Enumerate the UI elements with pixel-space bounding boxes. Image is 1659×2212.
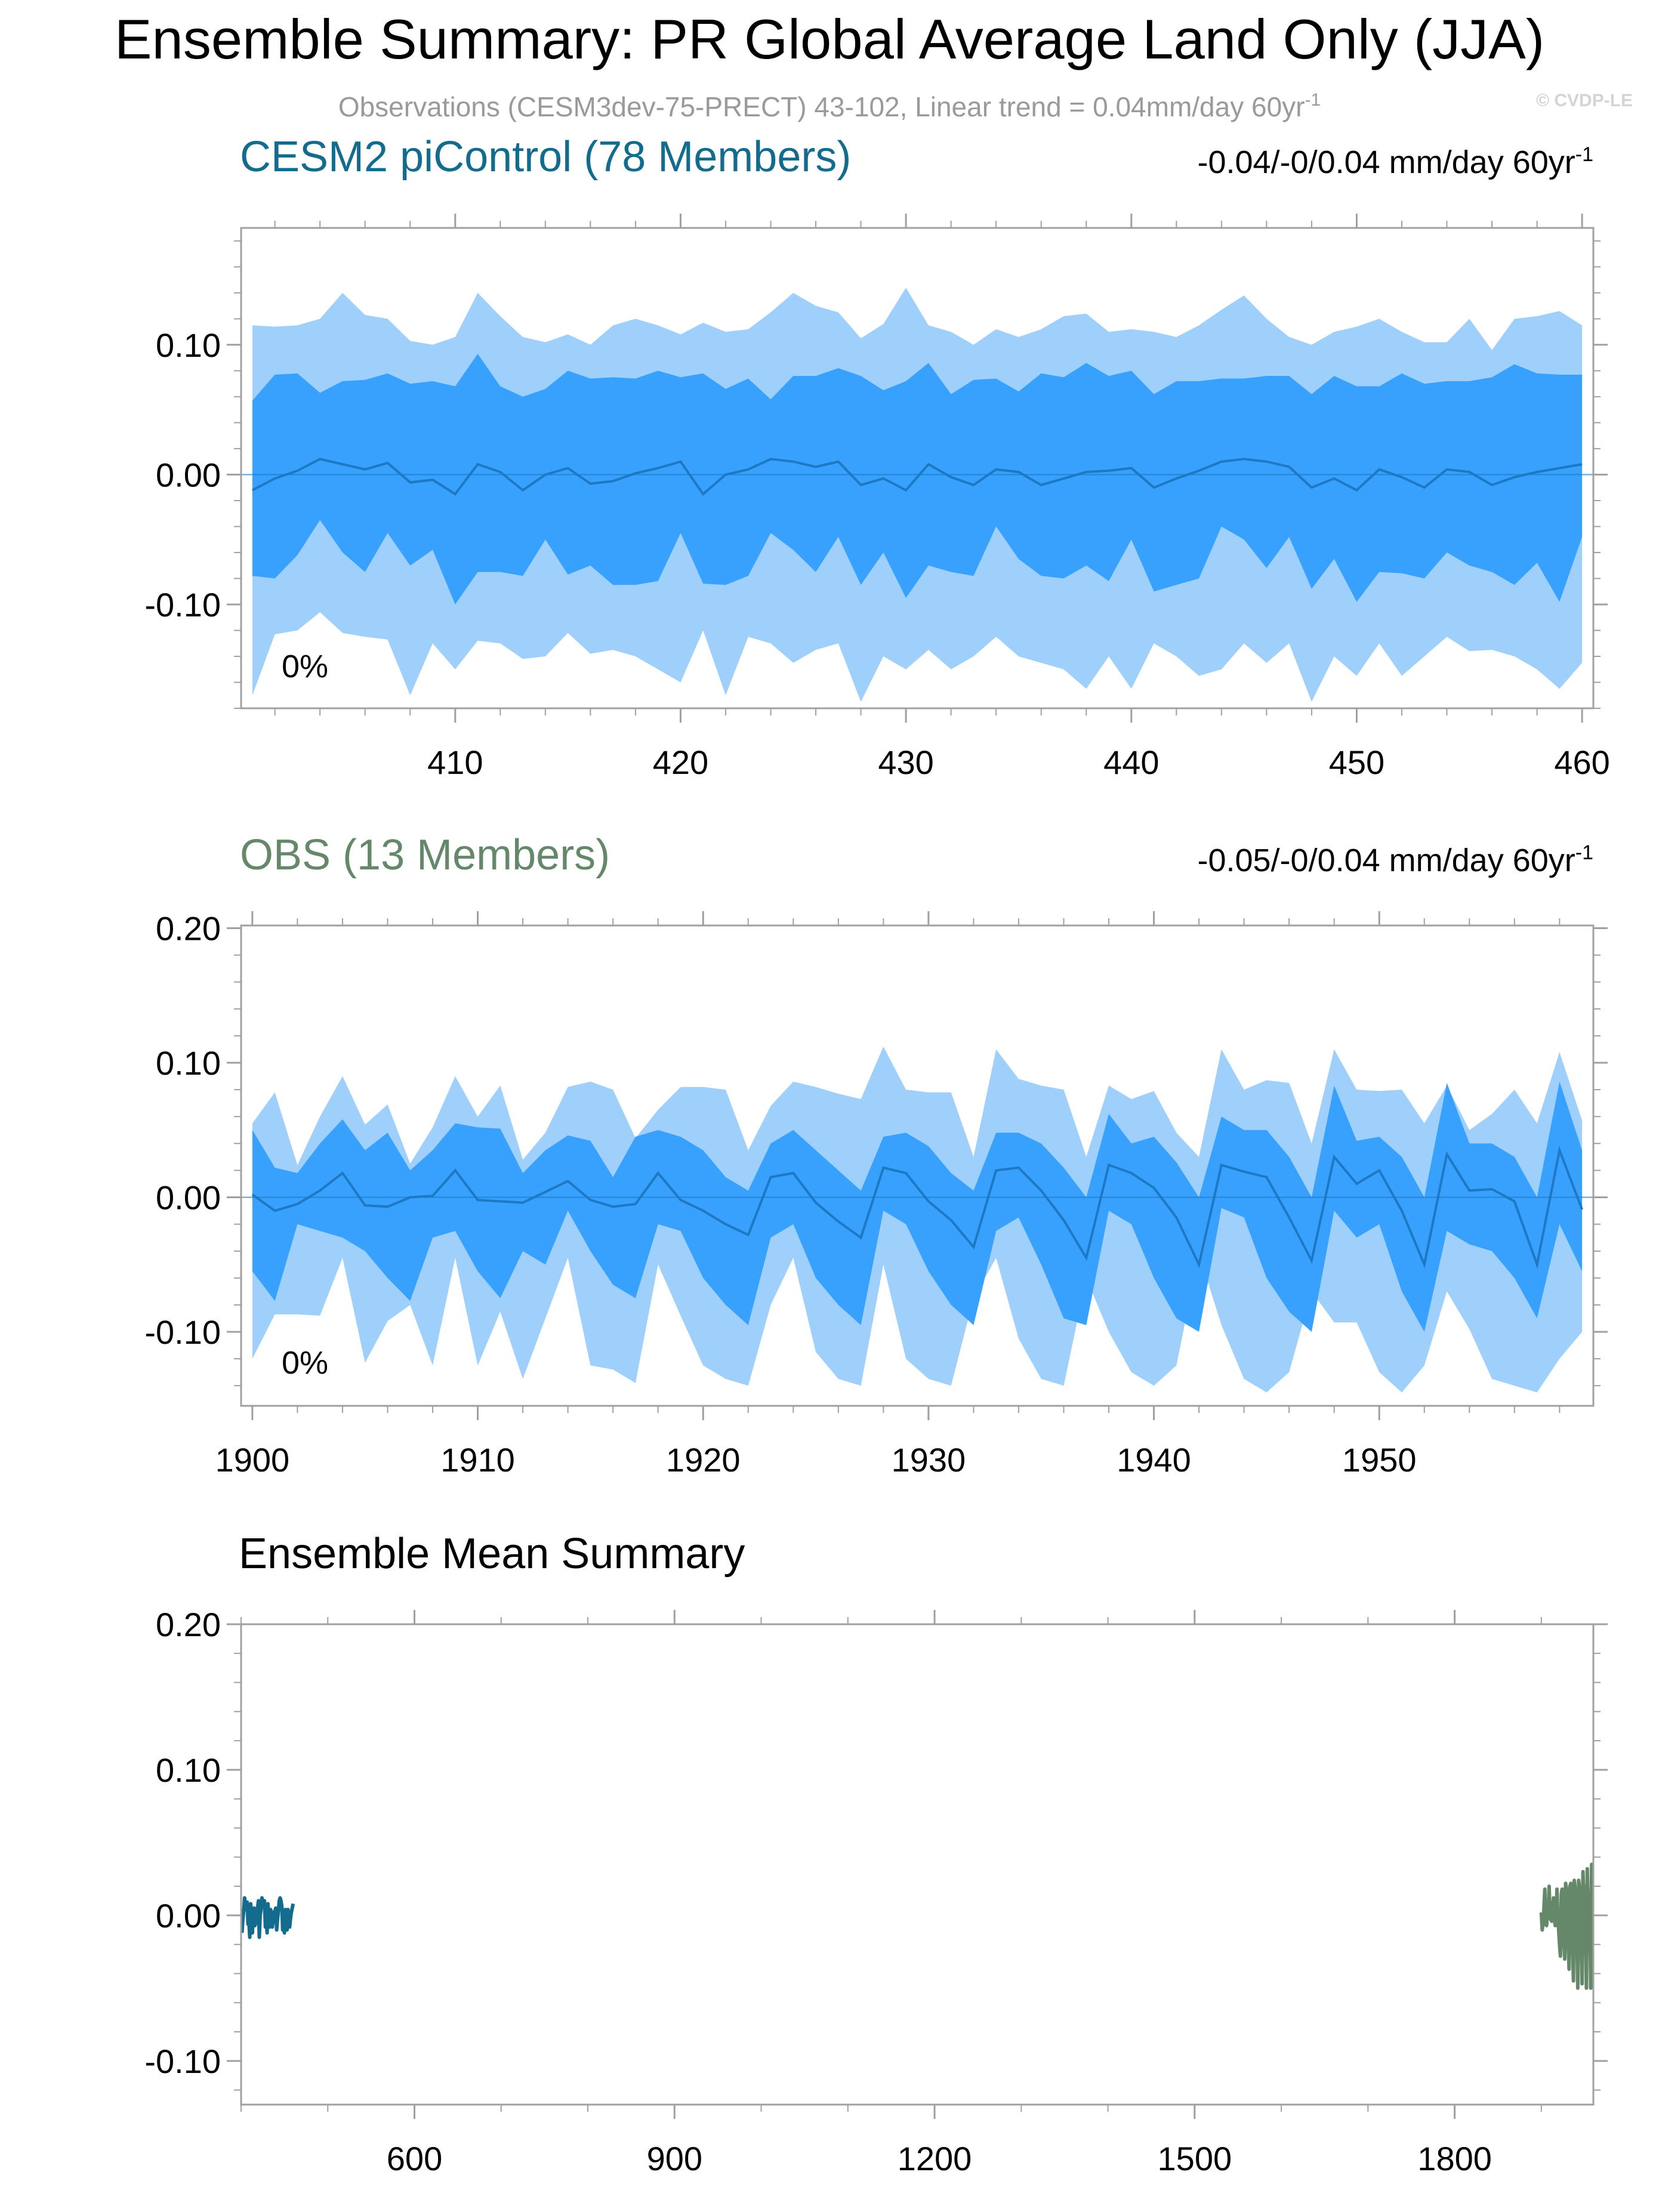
obs-mean-line (251, 1146, 1583, 1269)
ensmean-xtick-label: 900 (647, 2140, 702, 2177)
panel-cesm2-trend-sup: -1 (1575, 143, 1593, 166)
cesm2-mean-line (251, 458, 1583, 496)
cesm2-ytick-label: 0.00 (156, 456, 221, 493)
cesm2-ytick-label: -0.10 (144, 586, 221, 624)
panel-cesm2-percent: 0% (282, 649, 328, 684)
obs-xtick-label: 1920 (666, 1441, 741, 1479)
watermark: © CVDP-LE (1536, 91, 1633, 110)
panel-ensmean-lines (240, 1862, 1595, 1990)
cesm2-xtick-label: 450 (1329, 743, 1384, 781)
obs-band-25-75 (252, 1081, 1583, 1332)
panel-ensmean-axes: -0.10 0.00 0.10 0.20 600 900 1200 1500 1800 (144, 1606, 1608, 2177)
subtitle-sup: -1 (1305, 90, 1321, 110)
cesm2-band-25-75 (252, 354, 1583, 604)
figure-title: Ensemble Summary: PR Global Average Land… (115, 8, 1544, 70)
cesm2-xtick-label: 430 (878, 743, 933, 781)
panel-obs-title: OBS (13 Members) (240, 831, 610, 879)
ensmean-ytick-label: 0.10 (156, 1751, 221, 1789)
cesm2-ytick-label: 0.10 (156, 326, 221, 364)
panel-cesm2-trend-text: -0.04/-0/0.04 mm/day 60yr (1197, 144, 1575, 180)
obs-ytick-label: 0.10 (156, 1044, 221, 1082)
subtitle-text: Observations (CESM3dev-75-PRECT) 43-102,… (338, 91, 1305, 122)
cesm2-plot-frame (240, 227, 1595, 709)
obs-ytick-label: 0.00 (156, 1179, 221, 1216)
obs-xtick-label: 1910 (440, 1441, 515, 1479)
panel-ensmean: Ensemble Mean Summary -0.10 0.00 0.10 0.20 6… (144, 1530, 1608, 2177)
panel-cesm2: CESM2 piControl (78 Members) -0.04/-0/0.… (144, 133, 1609, 781)
panel-cesm2-title: CESM2 piControl (78 Members) (240, 133, 851, 181)
panel-ensmean-title: Ensemble Mean Summary (239, 1530, 745, 1578)
panel-obs: OBS (13 Members) -0.05/-0/0.04 mm/day 60… (144, 831, 1608, 1479)
panel-cesm2-bands (241, 288, 1593, 702)
panel-obs-bands (241, 1046, 1593, 1393)
panel-obs-trend: -0.05/-0/0.04 mm/day 60yr-1 (1197, 841, 1593, 878)
cesm2-xtick-label: 460 (1554, 743, 1609, 781)
panel-obs-trend-sup: -1 (1575, 841, 1593, 864)
ensmean-plot-frame (240, 1623, 1595, 2106)
ensmean-ytick-label: -0.10 (144, 2043, 221, 2080)
panel-obs-axes: -0.10 0.00 0.10 0.20 1900 1910 1920 1930 1940 195… (144, 910, 1608, 1479)
ensmean-xtick-label: 1500 (1158, 2140, 1232, 2177)
panel-cesm2-axes: -0.10 0.00 0.10 410 420 430 440 450 460 (144, 214, 1610, 781)
cesm2-xtick-label: 420 (653, 743, 708, 781)
panel-obs-trend-text: -0.05/-0/0.04 mm/day 60yr (1197, 843, 1575, 878)
panel-obs-percent: 0% (282, 1345, 328, 1381)
ensmean-xtick-label: 600 (387, 2140, 442, 2177)
cesm2-xtick-label: 440 (1103, 743, 1159, 781)
obs-ytick-label: 0.20 (156, 910, 221, 948)
ensmean-line-obs (1539, 1862, 1595, 1990)
obs-ytick-label: -0.10 (144, 1313, 221, 1351)
obs-xtick-label: 1930 (892, 1441, 966, 1479)
ensmean-ytick-label: 0.20 (156, 1606, 221, 1643)
obs-plot-frame (240, 924, 1595, 1407)
panel-cesm2-trend: -0.04/-0/0.04 mm/day 60yr-1 (1197, 143, 1593, 180)
ensmean-xtick-label: 1800 (1417, 2140, 1492, 2177)
cesm2-xtick-label: 410 (427, 743, 483, 781)
obs-xtick-label: 1900 (215, 1441, 290, 1479)
figure-subtitle: Observations (CESM3dev-75-PRECT) 43-102,… (338, 90, 1321, 122)
ensmean-ytick-label: 0.00 (156, 1897, 221, 1935)
obs-xtick-label: 1940 (1117, 1441, 1191, 1479)
ensmean-xtick-label: 1200 (898, 2140, 972, 2177)
ensmean-line-cesm2 (240, 1896, 295, 1939)
obs-xtick-label: 1950 (1342, 1441, 1417, 1479)
